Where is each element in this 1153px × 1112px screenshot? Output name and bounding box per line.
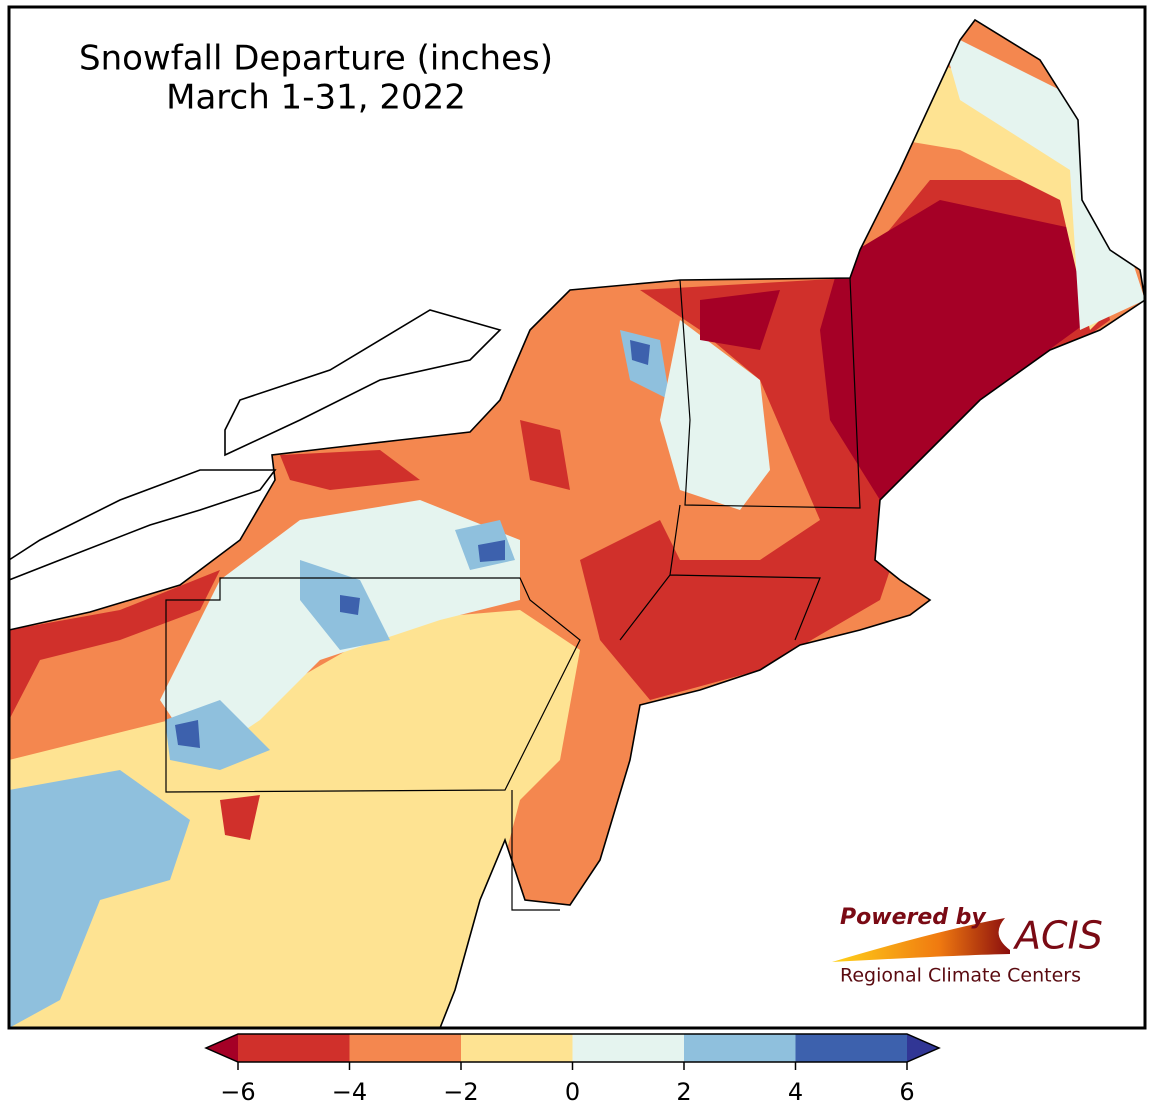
colorbar-over bbox=[907, 1034, 939, 1062]
state-line bbox=[511, 277, 861, 911]
coastline bbox=[8, 18, 1146, 1029]
colorbar-under bbox=[206, 1034, 238, 1062]
title: Snowfall Departure (inches) bbox=[79, 39, 553, 79]
colorbar-tick-label: 0 bbox=[565, 1078, 580, 1106]
departure-field bbox=[9, 20, 1145, 1028]
colorbar-segment bbox=[795, 1034, 907, 1062]
colorbar-tick-label: 4 bbox=[788, 1078, 803, 1106]
title: March 1-31, 2022 bbox=[166, 78, 466, 118]
map-frame bbox=[7, 5, 1147, 1030]
field-zone bbox=[700, 200, 1090, 500]
field-zone bbox=[9, 610, 580, 1028]
colorbar-tick-label: −6 bbox=[220, 1078, 255, 1106]
field-zone bbox=[9, 420, 570, 840]
field-zone bbox=[940, 30, 1145, 330]
colorbar-tick-label: 2 bbox=[676, 1078, 691, 1106]
logo-subtitle: Regional Climate Centers bbox=[840, 965, 1081, 987]
colorbar-segment bbox=[238, 1034, 350, 1062]
logo: Powered by ACIS Regional Climate Centers bbox=[832, 905, 1103, 987]
colorbar-segment bbox=[684, 1034, 796, 1062]
colorbar-tick-label: −2 bbox=[443, 1078, 478, 1106]
state-line bbox=[165, 577, 581, 793]
logo-tagline: Powered by bbox=[840, 905, 987, 930]
colorbar-segment bbox=[461, 1034, 573, 1062]
field-zone bbox=[9, 770, 190, 1028]
colorbar-tick-label: −4 bbox=[332, 1078, 367, 1106]
lake-erie bbox=[8, 469, 277, 582]
field-zone bbox=[165, 330, 670, 770]
boundaries bbox=[8, 18, 1146, 1029]
colorbar-segment bbox=[349, 1034, 461, 1062]
logo-brand: ACIS bbox=[1012, 914, 1103, 958]
lake-ontario bbox=[224, 309, 502, 457]
colorbar-segment bbox=[572, 1034, 684, 1062]
colorbar: −6 −4 −2 0 2 4 6 bbox=[204, 1033, 941, 1106]
colorbar-tick-label: 6 bbox=[899, 1078, 914, 1106]
logo-swoosh bbox=[832, 918, 1010, 962]
